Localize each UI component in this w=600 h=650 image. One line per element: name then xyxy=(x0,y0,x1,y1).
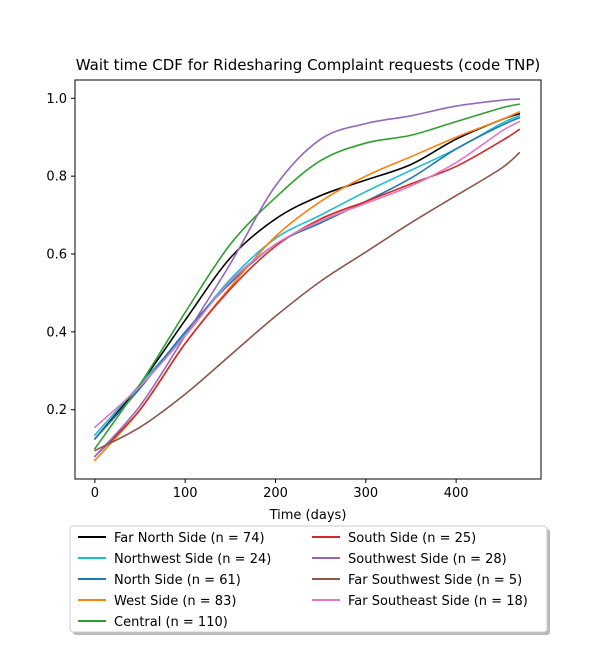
series-line-6 xyxy=(94,98,521,458)
series-lines xyxy=(94,98,521,462)
legend-label: Central (n = 110) xyxy=(114,615,228,630)
legend-label: South Side (n = 25) xyxy=(348,531,476,546)
legend-label: West Side (n = 83) xyxy=(114,594,236,609)
legend-label: North Side (n = 61) xyxy=(114,573,241,588)
y-axis: 0.2 0.4 0.6 0.8 1.0 xyxy=(46,92,75,418)
legend-label: Far Southwest Side (n = 5) xyxy=(348,573,522,588)
x-tick-label: 400 xyxy=(444,486,469,501)
x-axis: 0 100 200 300 400 xyxy=(91,479,469,501)
x-tick-label: 300 xyxy=(353,486,378,501)
legend-box xyxy=(69,525,548,633)
legend: Far North Side (n = 74) Northwest Side (n… xyxy=(69,525,550,635)
plot-area: 0 100 200 300 400 0.2 0.4 0.6 0.8 1.0 xyxy=(46,79,542,501)
y-tick-label: 0.6 xyxy=(46,248,67,263)
x-axis-label: Time (days) xyxy=(269,508,347,523)
legend-items: Far North Side (n = 74) Northwest Side (n… xyxy=(78,531,528,630)
x-tick-label: 100 xyxy=(173,486,198,501)
series-line-8 xyxy=(94,120,521,429)
y-tick-label: 0.2 xyxy=(46,403,67,418)
y-tick-label: 1.0 xyxy=(46,92,67,107)
series-line-5 xyxy=(94,128,521,458)
x-tick-label: 0 xyxy=(91,486,99,501)
series-line-4 xyxy=(94,103,521,450)
legend-label: Far North Side (n = 74) xyxy=(114,531,265,546)
chart-title: Wait time CDF for Ridesharing Complaint … xyxy=(76,56,540,74)
legend-label: Northwest Side (n = 24) xyxy=(114,552,271,567)
y-tick-label: 0.8 xyxy=(46,170,67,185)
x-tick-label: 200 xyxy=(263,486,288,501)
y-tick-label: 0.4 xyxy=(46,325,67,340)
series-line-2 xyxy=(94,116,521,440)
series-line-0 xyxy=(94,113,521,440)
legend-label: Southwest Side (n = 28) xyxy=(348,552,507,567)
legend-label: Far Southeast Side (n = 18) xyxy=(348,594,528,609)
plot-frame xyxy=(74,79,542,480)
series-line-7 xyxy=(94,151,521,452)
